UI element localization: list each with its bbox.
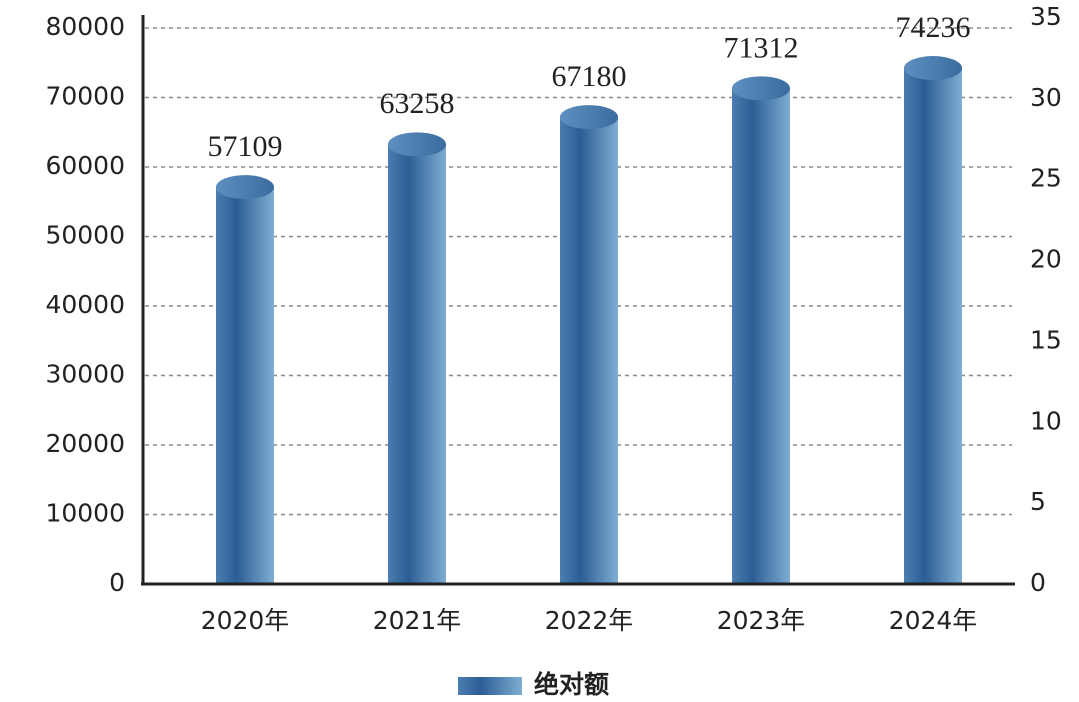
x-tick-label: 2024年 [889, 606, 978, 635]
bars [216, 56, 962, 585]
y2-tick-label: 25 [1030, 164, 1062, 193]
y2-tick-label: 10 [1030, 406, 1062, 435]
value-label: 74236 [896, 11, 971, 44]
legend: 绝对额 [458, 670, 609, 699]
x-tick-label: 2021年 [373, 606, 462, 635]
bar-cap [216, 175, 274, 200]
legend-swatch [458, 677, 522, 695]
bar [904, 68, 962, 584]
x-tick-label: 2020年 [201, 606, 290, 635]
y-tick-label: 20000 [45, 429, 125, 458]
legend-label: 绝对额 [534, 670, 609, 699]
y-tick-label: 0 [109, 568, 125, 597]
y2-tick-label: 30 [1030, 83, 1062, 112]
y2-tick-label: 15 [1030, 325, 1062, 354]
y-tick-label: 30000 [45, 360, 125, 389]
bar [388, 144, 446, 584]
y-tick-label: 10000 [45, 499, 125, 528]
bar-cap [904, 56, 962, 81]
y-tick-label: 40000 [45, 290, 125, 319]
y2-tick-label: 35 [1030, 2, 1062, 31]
bar-cap [732, 76, 790, 101]
x-tick-label: 2022年 [545, 606, 634, 635]
bar [560, 117, 618, 584]
value-label: 67180 [552, 60, 627, 93]
y-tick-label: 60000 [45, 151, 125, 180]
bar-cap [388, 132, 446, 157]
value-label: 57109 [208, 130, 283, 163]
bar [732, 88, 790, 585]
y2-tick-label: 5 [1030, 487, 1046, 516]
y-tick-label: 80000 [45, 12, 125, 41]
value-label: 63258 [380, 87, 455, 120]
y-tick-label: 70000 [45, 82, 125, 111]
bar [216, 187, 274, 584]
y2-tick-label: 0 [1030, 568, 1046, 597]
bar-cap [560, 105, 618, 130]
y-tick-label: 50000 [45, 221, 125, 250]
x-tick-label: 2023年 [717, 606, 806, 635]
y2-tick-label: 20 [1030, 245, 1062, 274]
value-label: 71312 [724, 31, 799, 64]
